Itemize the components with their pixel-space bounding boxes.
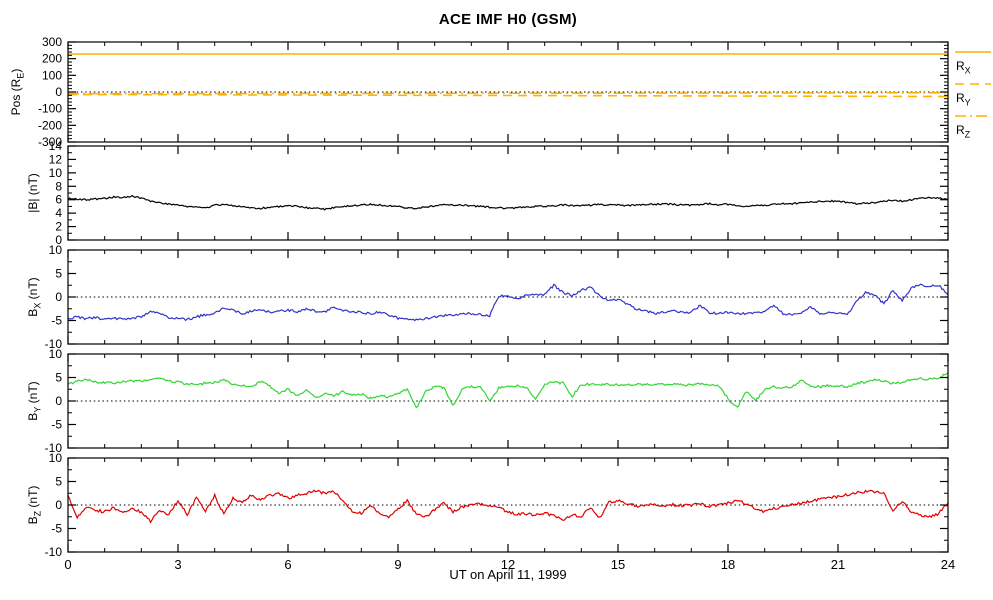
x-tick-label: 24 <box>941 557 955 572</box>
legend-label-ry: RY <box>956 91 971 108</box>
trace-rz <box>68 92 948 95</box>
y-tick-label: 14 <box>49 139 63 153</box>
y-tick-label: 10 <box>49 243 63 257</box>
x-tick-label: 6 <box>284 557 291 572</box>
trace-bz <box>68 489 948 524</box>
trace-by <box>68 372 948 409</box>
x-tick-label: 9 <box>394 557 401 572</box>
y-tick-label: 200 <box>42 52 62 66</box>
y-tick-label: 10 <box>49 451 63 465</box>
y-axis-label-position: Pos (RE) <box>9 68 26 116</box>
y-tick-label: -200 <box>38 118 62 132</box>
x-tick-label: 12 <box>501 557 515 572</box>
legend-line-dashed <box>955 83 991 85</box>
trace-ry <box>68 93 948 98</box>
y-tick-label: -5 <box>51 522 62 536</box>
trace-b <box>68 194 948 211</box>
panel-position: -300 -200 -100 0 100 200 300 <box>38 35 949 149</box>
trace-bx <box>68 283 948 322</box>
y-tick-label: -10 <box>45 337 63 351</box>
legend-label-rx: RX <box>956 59 971 76</box>
y-tick-label: 0 <box>55 85 62 99</box>
x-tick-label: 3 <box>174 557 181 572</box>
y-tick-label: 5 <box>55 267 62 281</box>
y-tick-label: 12 <box>49 152 63 166</box>
x-tick-label: 21 <box>831 557 845 572</box>
y-axis-label-by: BY (nT) <box>26 381 43 421</box>
panel-by: -10 -5 0 5 10 <box>45 347 949 455</box>
y-tick-label: 0 <box>55 394 62 408</box>
y-tick-label: 4 <box>55 206 62 220</box>
y-axis-label-bx: BX (nT) <box>26 277 43 317</box>
x-axis-label: UT on April 11, 1999 <box>449 567 567 582</box>
legend-label-rz: RZ <box>956 123 971 140</box>
y-tick-label: -10 <box>45 545 63 559</box>
y-tick-label: 5 <box>55 371 62 385</box>
y-tick-label: 0 <box>55 290 62 304</box>
y-tick-label: 300 <box>42 35 62 49</box>
y-tick-label: -10 <box>45 441 63 455</box>
y-tick-label: 100 <box>42 68 62 82</box>
legend-line-solid <box>955 51 991 53</box>
y-axis-label-bz: BZ (nT) <box>26 485 43 525</box>
y-tick-label: 10 <box>49 347 63 361</box>
y-axis-label-btotal: |B| (nT) <box>26 173 40 213</box>
y-tick-label: -5 <box>51 418 62 432</box>
panel-bx: -10 -5 0 5 10 <box>45 243 949 351</box>
chart-title: ACE IMF H0 (GSM) <box>438 11 578 28</box>
y-tick-label: 0 <box>55 233 62 247</box>
y-tick-label: 8 <box>55 179 62 193</box>
panel-frame <box>67 145 949 241</box>
y-tick-label: 6 <box>55 193 62 207</box>
legend-item-ry: RY <box>955 82 993 108</box>
legend-item-rz: RZ <box>955 114 993 140</box>
x-tick-label: 18 <box>721 557 735 572</box>
legend-line-dashdot <box>955 115 991 117</box>
y-tick-label: 10 <box>49 166 63 180</box>
y-tick-label: -5 <box>51 314 62 328</box>
panel-bz: -10 -5 0 5 10 0 3 6 9 12 15 18 21 24 <box>45 451 956 572</box>
x-tick-label: 15 <box>611 557 625 572</box>
y-tick-label: 5 <box>55 475 62 489</box>
legend-item-rx: RX <box>955 50 993 76</box>
x-tick-label: 0 <box>64 557 71 572</box>
y-tick-label: -100 <box>38 102 62 116</box>
y-tick-label: 0 <box>55 498 62 512</box>
y-tick-label: 2 <box>55 220 62 234</box>
y-tick-label: -300 <box>38 135 62 149</box>
